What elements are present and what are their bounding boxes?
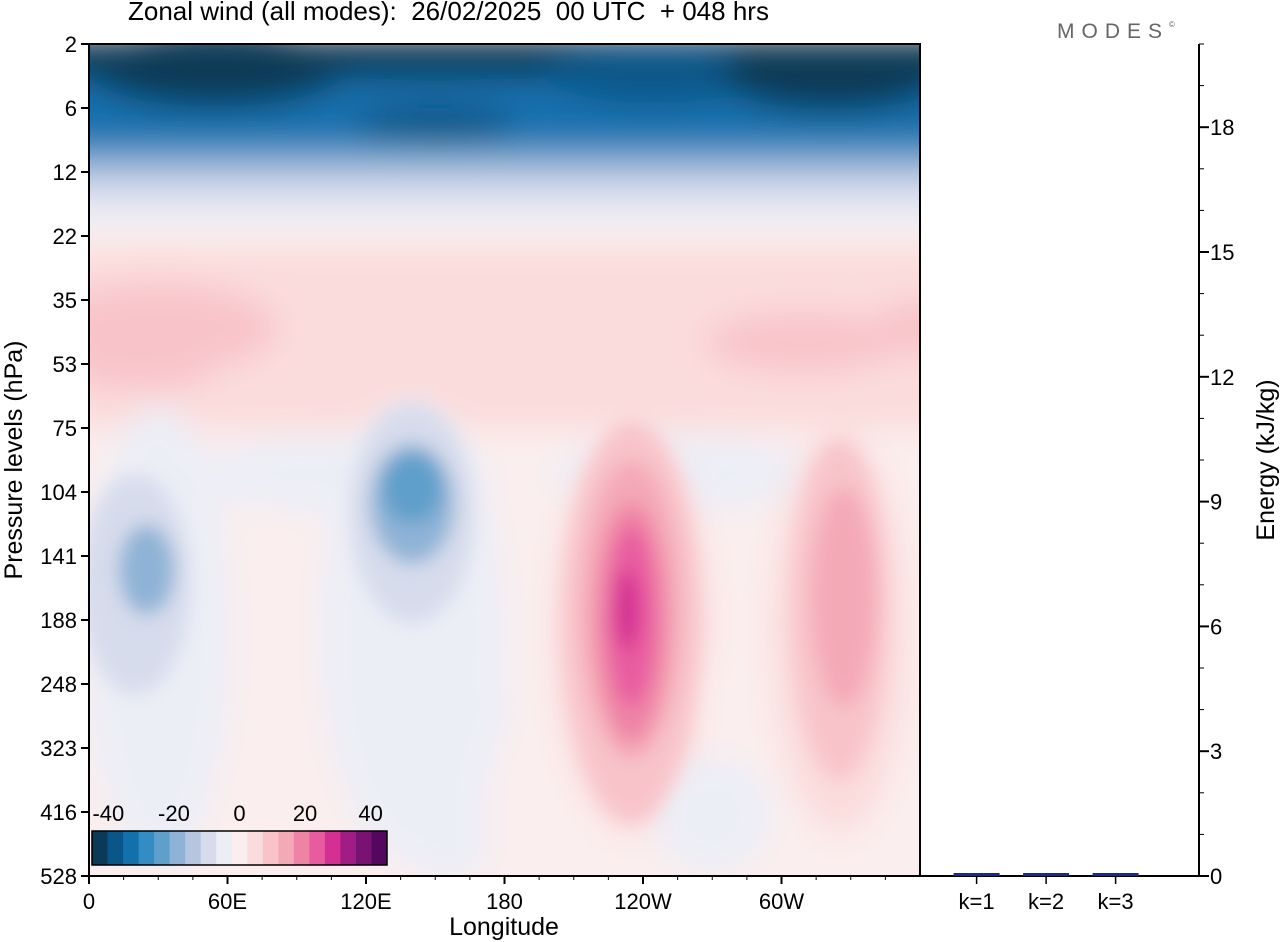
wind-field bbox=[89, 44, 920, 876]
y-axis-label: Pressure levels (hPa) bbox=[0, 341, 28, 580]
contour-blob bbox=[704, 312, 905, 373]
y-tick-label: 6 bbox=[65, 96, 77, 121]
chart-title: Zonal wind (all modes): 26/02/2025 00 UT… bbox=[128, 0, 769, 26]
colorbar: -40 -20 0 20 40 bbox=[91, 801, 388, 866]
y-tick-label: 53 bbox=[53, 352, 77, 377]
x-tick-label: 120E bbox=[340, 889, 391, 914]
contour-core bbox=[122, 541, 139, 571]
x-tick-label: 60E bbox=[208, 889, 247, 914]
energy-bar bbox=[1092, 873, 1139, 876]
colorbar-swatch bbox=[262, 831, 279, 865]
y-tick-label: 2 bbox=[65, 32, 77, 57]
contour-blob bbox=[89, 350, 210, 391]
energy-category-label: k=2 bbox=[1028, 889, 1064, 914]
y-tick-label: 528 bbox=[40, 864, 77, 889]
contour-blob bbox=[544, 44, 765, 104]
colorbar-swatch bbox=[185, 831, 202, 865]
energy-background bbox=[921, 44, 1199, 876]
colorbar-swatch bbox=[200, 831, 217, 865]
x-tick-label: 180 bbox=[486, 889, 523, 914]
contour-core bbox=[834, 540, 859, 641]
y-tick-label: 248 bbox=[40, 672, 77, 697]
energy-axis-label: Energy (kJ/kg) bbox=[1252, 379, 1280, 540]
colorbar-swatch bbox=[169, 831, 186, 865]
energy-bar bbox=[953, 873, 1000, 876]
y-tick-label: 188 bbox=[40, 608, 77, 633]
contour-blob bbox=[487, 714, 568, 876]
colorbar-frame bbox=[91, 830, 388, 866]
modes-logo: MODES© bbox=[1057, 20, 1175, 44]
colorbar-swatch bbox=[309, 831, 326, 865]
energy-tick-label: 18 bbox=[1210, 115, 1234, 140]
contour-blob bbox=[722, 44, 920, 112]
colorbar-swatch bbox=[324, 831, 341, 865]
logo-mark: © bbox=[1169, 20, 1175, 29]
y-tick-label: 12 bbox=[53, 160, 77, 185]
energy-tick-label: 15 bbox=[1210, 240, 1234, 265]
contour-blob bbox=[355, 104, 516, 145]
energy-tick-label: 9 bbox=[1210, 490, 1222, 515]
colorbar-swatch bbox=[154, 831, 171, 865]
y-tick-label: 104 bbox=[40, 480, 77, 505]
energy-bar bbox=[1023, 873, 1070, 876]
y-tick-label: 35 bbox=[53, 288, 77, 313]
energy-tick-label: 3 bbox=[1210, 739, 1222, 764]
colorbar-swatch bbox=[231, 831, 248, 865]
colorbar-swatch bbox=[247, 831, 264, 865]
y-tick-label: 141 bbox=[40, 544, 77, 569]
energy-panel: 0 3 6 9 12 15 18 k=1 k=2 k=3 bbox=[921, 43, 1234, 914]
y-tick-label: 416 bbox=[40, 800, 77, 825]
energy-category-label: k=3 bbox=[1098, 889, 1134, 914]
colorbar-swatch bbox=[92, 831, 109, 865]
colorbar-swatch bbox=[293, 831, 310, 865]
contour-band bbox=[89, 364, 920, 442]
contour-core bbox=[118, 524, 175, 615]
colorbar-tick-label: 0 bbox=[233, 801, 245, 826]
contour-blob bbox=[652, 754, 773, 875]
colorbar-tick-label: -20 bbox=[158, 801, 190, 826]
colorbar-swatch bbox=[138, 831, 155, 865]
logo-text: MODES bbox=[1057, 20, 1170, 43]
colorbar-swatch bbox=[216, 831, 233, 865]
colorbar-tick-label: -40 bbox=[92, 801, 124, 826]
y-tick-label: 22 bbox=[53, 224, 77, 249]
x-tick-label: 60W bbox=[759, 889, 804, 914]
colorbar-swatch bbox=[340, 831, 357, 865]
y-tick-label: 323 bbox=[40, 736, 77, 761]
x-axis-label: Longitude bbox=[449, 913, 559, 941]
field-cores bbox=[89, 403, 888, 823]
x-tick-label: 120W bbox=[614, 889, 672, 914]
energy-tick-label: 0 bbox=[1210, 864, 1222, 889]
colorbar-tick-label: 20 bbox=[293, 801, 317, 826]
energy-category-label: k=1 bbox=[959, 889, 995, 914]
colorbar-swatch bbox=[278, 831, 295, 865]
y-tick-label: 75 bbox=[53, 416, 77, 441]
contour-core bbox=[614, 570, 639, 651]
energy-tick-label: 12 bbox=[1210, 365, 1234, 390]
contour-blob bbox=[89, 44, 346, 108]
contour-blob bbox=[376, 623, 517, 876]
contour-blob bbox=[89, 283, 279, 374]
colorbar-swatch bbox=[371, 831, 388, 865]
energy-tick-label: 6 bbox=[1210, 614, 1222, 639]
colorbar-tick-label: 40 bbox=[358, 801, 382, 826]
x-tick-label: 0 bbox=[83, 889, 95, 914]
contour-blob bbox=[875, 300, 920, 357]
colorbar-swatch bbox=[107, 831, 124, 865]
contour-core bbox=[382, 453, 443, 524]
colorbar-swatch bbox=[123, 831, 140, 865]
colorbar-swatch bbox=[355, 831, 372, 865]
